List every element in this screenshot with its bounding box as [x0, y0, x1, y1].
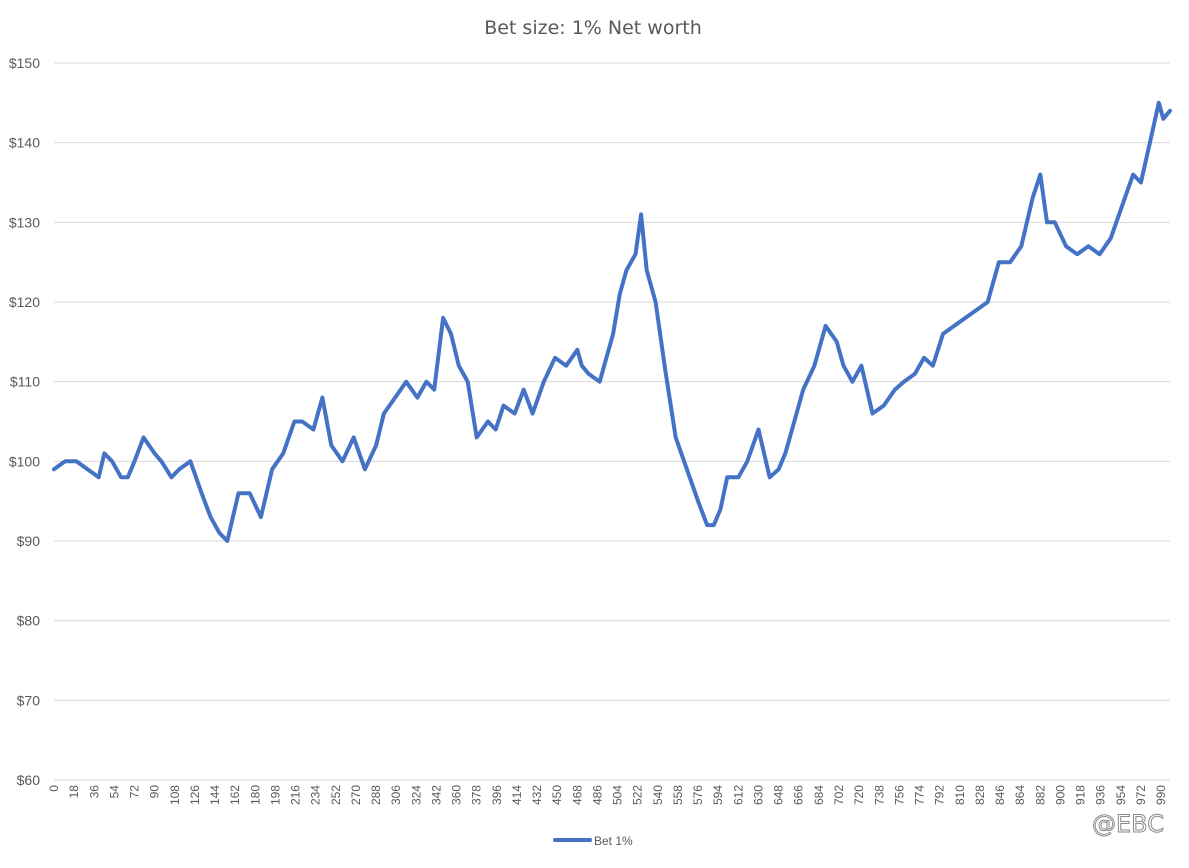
x-tick-label: 180: [248, 785, 262, 805]
x-tick-label: 378: [470, 785, 484, 805]
x-tick-label: 396: [490, 785, 504, 805]
x-tick-label: 810: [953, 785, 967, 805]
x-tick-label: 828: [973, 785, 987, 805]
x-tick-label: 18: [67, 785, 81, 799]
x-tick-label: 342: [429, 785, 443, 805]
x-tick-label: 504: [611, 785, 625, 805]
x-tick-label: 792: [933, 785, 947, 805]
x-tick-label: 450: [550, 785, 564, 805]
x-tick-label: 72: [128, 785, 142, 799]
x-tick-label: 162: [228, 785, 242, 805]
x-tick-label: 234: [309, 785, 323, 805]
x-tick-label: 756: [892, 785, 906, 805]
y-tick-label: $110: [10, 374, 40, 390]
x-tick-label: 306: [389, 785, 403, 805]
x-tick-label: 0: [47, 785, 61, 792]
x-tick-label: 486: [590, 785, 604, 805]
x-tick-label: 846: [993, 785, 1007, 805]
y-tick-label: $130: [9, 214, 40, 230]
y-tick-label: $140: [9, 135, 40, 151]
x-tick-label: 612: [731, 785, 745, 805]
x-tick-label: 918: [1074, 785, 1088, 805]
x-tick-label: 954: [1114, 785, 1128, 805]
x-tick-label: 972: [1134, 785, 1148, 805]
y-tick-label: $100: [9, 453, 40, 469]
y-tick-label: $90: [17, 533, 41, 549]
x-tick-label: 990: [1154, 785, 1168, 805]
legend: Bet 1%: [553, 834, 633, 848]
x-tick-label: 684: [812, 785, 826, 805]
x-tick-label: 648: [772, 785, 786, 805]
y-tick-label: $80: [17, 613, 41, 629]
x-tick-label: 54: [107, 785, 121, 799]
x-tick-label: 738: [872, 785, 886, 805]
x-tick-label: 288: [369, 785, 383, 805]
x-tick-label: 90: [148, 785, 162, 799]
x-tick-label: 666: [792, 785, 806, 805]
y-tick-label: $60: [17, 772, 41, 788]
x-tick-label: 144: [208, 785, 222, 805]
x-tick-label: 558: [671, 785, 685, 805]
x-tick-label: 594: [711, 785, 725, 805]
watermark-text: @EBC: [1092, 810, 1164, 838]
chart-title: Bet size: 1% Net worth: [484, 17, 702, 39]
x-tick-label: 216: [289, 785, 303, 805]
x-tick-label: 432: [530, 785, 544, 805]
x-tick-label: 720: [852, 785, 866, 805]
x-tick-label: 270: [349, 785, 363, 805]
x-tick-label: 936: [1094, 785, 1108, 805]
legend-label-bet-1: Bet 1%: [594, 834, 633, 848]
x-tick-label: 468: [570, 785, 584, 805]
gridlines: [54, 62, 1170, 781]
x-tick-label: 126: [188, 785, 202, 805]
x-tick-label: 414: [510, 785, 524, 805]
x-tick-label: 252: [329, 785, 343, 805]
y-tick-label: $150: [9, 55, 40, 71]
x-tick-label: 360: [450, 785, 464, 805]
y-axis-tick-labels: $60 $70 $80 $90 $100 $110 $120 $130 $140 $150: [9, 55, 40, 788]
series-lines: [52, 100, 1172, 543]
x-tick-label: 576: [691, 785, 705, 805]
x-tick-label: 108: [168, 785, 182, 805]
x-tick-label: 864: [1013, 785, 1027, 805]
x-tick-label: 540: [651, 785, 665, 805]
x-tick-label: 324: [409, 785, 423, 805]
x-tick-label: 198: [268, 785, 282, 805]
x-axis-tick-labels: 0 18 36 54 72 90 108 126 144 162 180 198 216 234 252 27…: [47, 785, 1168, 805]
x-tick-label: 522: [631, 785, 645, 805]
series-line-bet-1: [52, 100, 1172, 543]
x-tick-label: 630: [751, 785, 765, 805]
y-tick-label: $70: [17, 692, 41, 708]
x-tick-label: 882: [1033, 785, 1047, 805]
x-tick-label: 900: [1053, 785, 1067, 805]
x-tick-label: 702: [832, 785, 846, 805]
x-tick-label: 774: [913, 785, 927, 805]
y-tick-label: $120: [9, 294, 40, 310]
x-tick-label: 36: [87, 785, 101, 799]
